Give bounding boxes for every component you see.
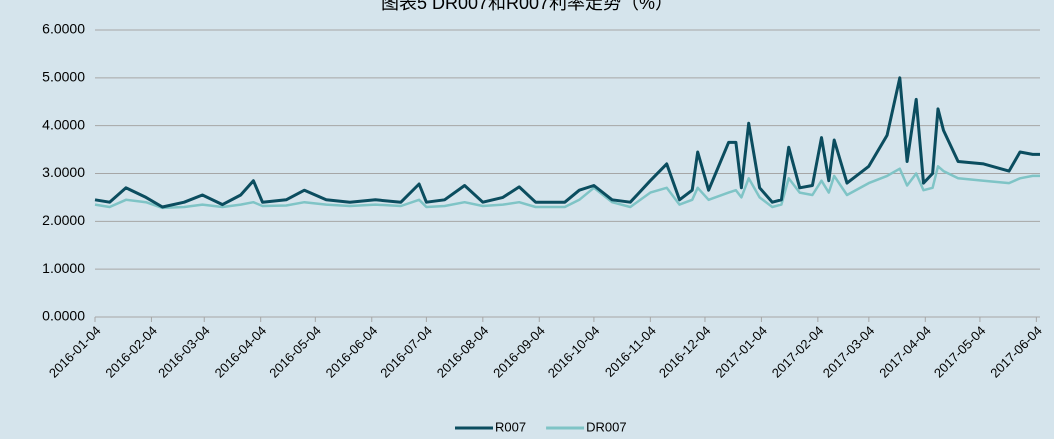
y-tick-label: 1.0000 xyxy=(42,260,85,276)
legend-label: DR007 xyxy=(586,419,626,434)
series-line xyxy=(94,76,1040,209)
y-tick-label: 5.0000 xyxy=(42,69,85,85)
chart-title: 图表5 DR007和R007利率走势（%） xyxy=(381,0,673,13)
legend-label: R007 xyxy=(495,419,526,434)
y-tick-label: 4.0000 xyxy=(42,116,85,132)
series-line xyxy=(94,165,1040,210)
y-tick-label: 6.0000 xyxy=(42,21,85,37)
y-tick-label: 3.0000 xyxy=(42,164,85,180)
y-tick-label: 2.0000 xyxy=(42,212,85,228)
y-tick-label: 0.0000 xyxy=(42,308,85,324)
